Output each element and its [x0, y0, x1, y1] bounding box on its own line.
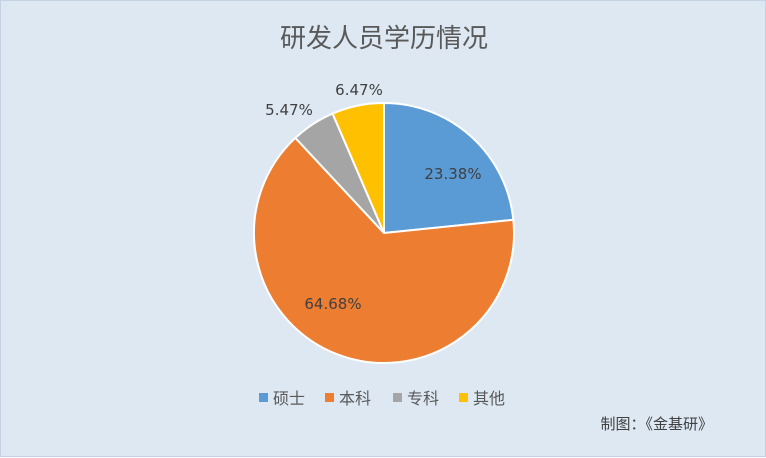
- data-label-3: 5.47%: [265, 101, 313, 119]
- legend-item-2: 本科: [325, 389, 371, 408]
- data-labels: 23.38% 64.68% 5.47% 6.47%: [265, 81, 481, 313]
- chart-title: 研发人员学历情况: [280, 24, 488, 54]
- data-label-1: 23.38%: [424, 165, 481, 183]
- legend-label-2: 本科: [339, 389, 371, 408]
- legend: 硕士 本科 专科 其他: [259, 389, 505, 408]
- legend-label-3: 专科: [407, 389, 439, 408]
- legend-item-4: 其他: [459, 389, 505, 408]
- pie-slice-4: [331, 101, 385, 234]
- pie-slice-1: [383, 101, 515, 235]
- legend-swatch-4: [459, 393, 468, 402]
- legend-swatch-3: [393, 393, 402, 402]
- pie-slice-2: [253, 136, 515, 364]
- chart-credit: 制图：《金基研》: [600, 415, 713, 433]
- legend-item-1: 硕士: [259, 389, 305, 408]
- legend-item-3: 专科: [393, 389, 439, 408]
- legend-swatch-1: [259, 393, 268, 402]
- data-label-4: 6.47%: [335, 81, 383, 99]
- legend-label-4: 其他: [473, 389, 505, 408]
- pie-slices: [253, 101, 515, 364]
- legend-label-1: 硕士: [273, 389, 305, 408]
- legend-swatch-2: [325, 393, 334, 402]
- data-label-2: 64.68%: [304, 295, 361, 313]
